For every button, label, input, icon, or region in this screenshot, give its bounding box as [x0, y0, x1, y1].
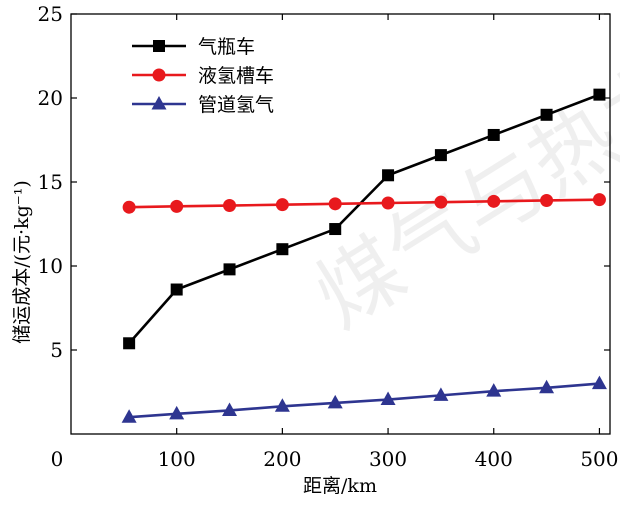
data-point [591, 375, 607, 390]
legend-marker [152, 68, 166, 82]
legend-marker [153, 40, 165, 52]
legend-item: 气瓶车 [132, 36, 255, 58]
plot-frame [70, 13, 611, 435]
data-point [540, 193, 554, 207]
y-tick-label: 15 [38, 170, 63, 194]
data-point [382, 169, 395, 182]
data-point [486, 383, 502, 397]
y-axis-label: 储运成本/(元·kg⁻¹) [11, 180, 33, 344]
data-point [327, 394, 343, 409]
x-tick-label: 300 [369, 447, 407, 471]
data-point [381, 196, 395, 210]
data-point [170, 283, 183, 296]
data-point [434, 195, 448, 209]
x-tick-label: 0 [51, 447, 64, 471]
series-line [129, 382, 600, 419]
data-point [276, 243, 289, 256]
legend-item: 管道氢气 [132, 94, 274, 116]
legend-label: 液氢槽车 [198, 65, 274, 87]
x-tick-label: 200 [263, 447, 301, 471]
data-point [169, 405, 185, 420]
axes: 0 100 200 300 400 500 5 10 15 20 25 [38, 2, 619, 471]
series-triangle [121, 375, 607, 423]
data-point [121, 409, 137, 423]
data-point [433, 387, 449, 401]
data-point [275, 198, 289, 212]
data-point [223, 263, 236, 276]
x-tick-label: 100 [158, 447, 196, 471]
legend-label: 气瓶车 [198, 36, 255, 58]
y-tick-label: 25 [38, 2, 63, 26]
data-point [222, 402, 238, 416]
legend-label: 管道氢气 [198, 94, 274, 116]
legend-item: 液氢槽车 [132, 65, 274, 87]
y-tick-label: 10 [38, 254, 63, 278]
data-point [487, 194, 501, 208]
series-circle [122, 193, 606, 214]
data-point [122, 200, 136, 214]
legend-marker [151, 96, 167, 110]
data-point [592, 193, 606, 207]
y-tick-label: 20 [38, 86, 63, 110]
data-point [380, 391, 396, 406]
data-point [434, 149, 447, 162]
data-point [540, 108, 553, 121]
data-point [329, 223, 342, 236]
y-tick-label: 5 [50, 338, 63, 362]
data-point [539, 379, 555, 394]
data-point [223, 199, 237, 213]
series-line [129, 198, 600, 209]
watermark: 煤气与热力 [299, 41, 620, 347]
x-axis-label: 距离/km [303, 475, 377, 497]
x-tick-label: 400 [475, 447, 513, 471]
data-point [593, 88, 606, 101]
data-point [123, 337, 136, 350]
series-layer [121, 88, 607, 423]
data-point [274, 398, 290, 412]
data-point [487, 128, 500, 141]
data-point [170, 199, 184, 213]
x-tick-label: 500 [580, 447, 618, 471]
data-point [328, 197, 342, 211]
